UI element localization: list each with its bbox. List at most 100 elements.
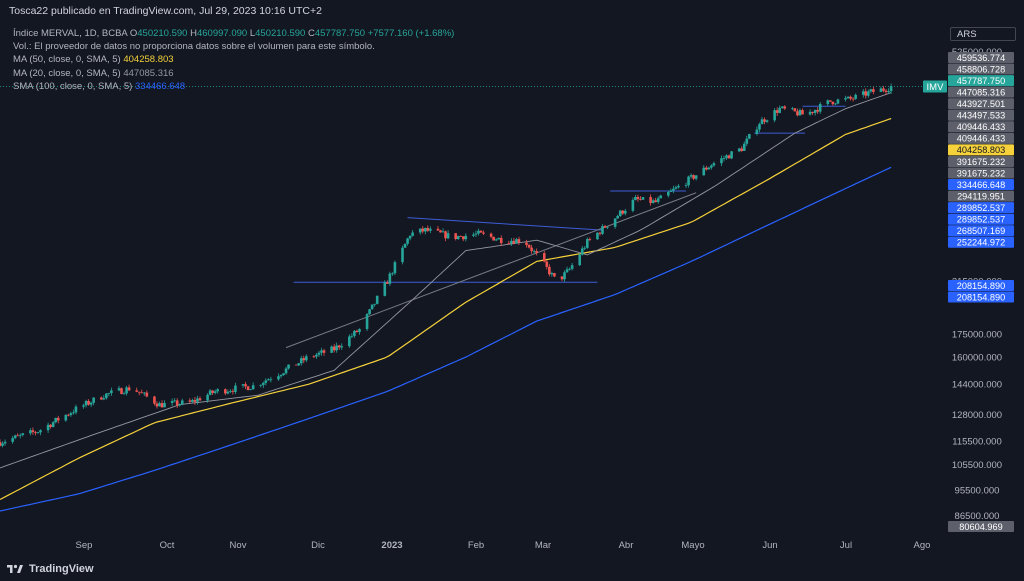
ma50-value: 404258.803 (123, 54, 174, 66)
candle-body (704, 167, 708, 170)
candle-body (36, 432, 40, 434)
ma50-legend[interactable]: MA (50, close, 0, SMA, 5) 404258.803 (13, 53, 454, 66)
candle-body (623, 210, 627, 214)
candle-body (474, 233, 478, 235)
price-marker-badge (948, 167, 1014, 179)
price-marker-value: 80604.969 (959, 522, 1002, 532)
candle-body (570, 265, 574, 269)
candle-body (206, 394, 209, 401)
x-tick-label[interactable]: Oct (160, 540, 175, 551)
candle-body (849, 96, 852, 99)
candle-body (684, 185, 688, 186)
candle-body (337, 345, 341, 348)
candle-body (563, 272, 566, 280)
price-marker-badge (948, 280, 1014, 291)
price-marker-value: 391675.232 (957, 168, 1006, 178)
candle-body (879, 88, 883, 92)
sma100-value: 334466.648 (134, 80, 186, 92)
candle-body (489, 233, 493, 237)
candle-body (783, 106, 787, 109)
candle-body (208, 390, 212, 395)
legend-ohlc-row: Índice MERVAL, 1D, BCBA O450210.590 H460… (13, 27, 454, 40)
y-tick-label: 86500.000 (955, 511, 1000, 522)
candle-body (145, 392, 149, 397)
candle-body (497, 237, 501, 240)
candle-body (64, 414, 68, 421)
candle-body (89, 402, 93, 405)
candle-body (710, 165, 713, 168)
x-tick-label[interactable]: Sep (76, 540, 93, 551)
x-tick-label[interactable]: Jun (762, 540, 777, 551)
candle-body (231, 391, 235, 392)
price-marker-badge (948, 63, 1014, 75)
price-marker-value: 268507.169 (957, 226, 1006, 236)
candle-body (153, 396, 156, 404)
ma20-line (0, 92, 892, 469)
candle-body (672, 188, 675, 191)
candle-body (720, 158, 723, 164)
price-marker-badge (948, 155, 1014, 167)
sma100-line (0, 166, 892, 512)
candle-body (401, 247, 404, 263)
price-marker-badge (948, 132, 1014, 144)
candle-body (829, 100, 832, 102)
candle-body (613, 218, 617, 227)
candle-body (391, 273, 394, 275)
x-tick-label[interactable]: 2023 (381, 540, 402, 551)
ma20-legend[interactable]: MA (20, close, 0, SMA, 5) 447085.316 (13, 67, 454, 80)
candle-body (798, 110, 802, 116)
currency-selector[interactable]: ARS (950, 27, 1016, 41)
candle-body (140, 392, 144, 394)
ma20-label: MA (20, close, 0, SMA, 5) (13, 67, 121, 79)
candle-body (730, 151, 733, 159)
candle-body (634, 196, 637, 201)
candle-body (801, 110, 804, 115)
x-tick-label[interactable]: Jul (840, 540, 852, 551)
x-tick-label[interactable]: Ago (914, 540, 931, 551)
candle-body (512, 240, 516, 244)
price-marker-value: 294119.951 (957, 191, 1005, 201)
candle-body (765, 120, 769, 122)
x-tick-label[interactable]: Dic (311, 540, 325, 551)
candle-body (393, 262, 397, 274)
x-tick-label[interactable]: Nov (230, 540, 247, 551)
candle-body (155, 403, 159, 407)
tradingview-logo[interactable]: TradingView (7, 563, 94, 575)
candle-body (11, 438, 14, 442)
candle-body (639, 199, 642, 200)
candle-body (29, 430, 32, 434)
sma100-legend[interactable]: SMA (100, close, 0, SMA, 5) 334466.648 (13, 80, 454, 93)
candle-body (459, 236, 463, 237)
candle-body (492, 236, 495, 241)
candle-body (727, 155, 731, 159)
candle-body (175, 400, 179, 406)
x-tick-label[interactable]: Feb (468, 540, 484, 551)
candle-body (808, 111, 812, 115)
candle-body (712, 163, 716, 166)
candle-body (872, 89, 875, 92)
ma50-line (0, 117, 892, 501)
candle-body (46, 424, 50, 431)
price-marker-badge (948, 225, 1014, 237)
x-tick-label[interactable]: Abr (619, 540, 634, 551)
x-tick-label[interactable]: Mayo (681, 540, 704, 551)
candle-body (173, 400, 176, 402)
candle-body (851, 98, 855, 100)
candle-body (31, 430, 35, 433)
price-marker-badge (948, 109, 1014, 121)
candle-body (816, 109, 819, 112)
candle-body (636, 196, 640, 200)
candle-body (99, 397, 103, 400)
candle-body (722, 158, 726, 159)
candle-body (583, 247, 587, 249)
candle-body (365, 314, 369, 329)
candle-body (760, 119, 764, 125)
symbol-line[interactable]: Índice MERVAL, 1D, BCBA (13, 28, 128, 39)
x-tick-label[interactable]: Mar (535, 540, 551, 551)
candle-body (127, 387, 131, 391)
candle-body (616, 216, 619, 219)
candle-body (418, 228, 422, 233)
candle-body (494, 239, 498, 241)
price-marker-value: 391675.232 (957, 157, 1006, 167)
